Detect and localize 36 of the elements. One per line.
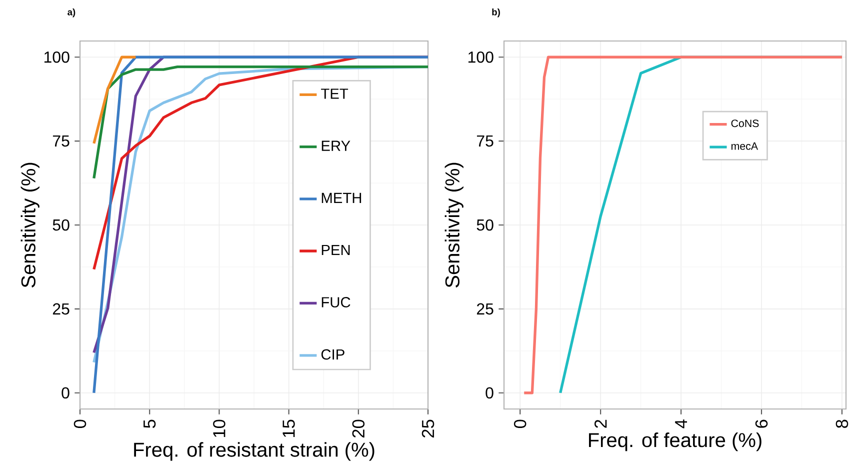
legend-label: FUC <box>322 297 350 308</box>
x-tick-label: 15 <box>282 420 295 438</box>
legend-label: CoNS <box>731 120 759 128</box>
legend-label: ERY <box>322 140 350 151</box>
x-axis-title: Freq. of resistant strain (%) <box>134 442 374 461</box>
y-tick-label: 100 <box>468 51 494 63</box>
x-tick-label: 20 <box>352 420 365 438</box>
x-tick-label: 5 <box>144 420 156 428</box>
legend-label: TET <box>321 88 348 99</box>
x-tick-label: 8 <box>836 420 848 428</box>
x-tick-label: 25 <box>422 420 434 438</box>
x-tick-label: 0 <box>74 420 86 428</box>
legend-label: METH <box>322 192 362 203</box>
x-tick-label: 10 <box>213 420 226 438</box>
y-tick-label: 50 <box>476 219 494 231</box>
legend-label: PEN <box>322 244 350 256</box>
y-axis-title: Sensitivity (%) <box>20 162 40 288</box>
chart-title: b) <box>492 8 500 18</box>
x-tick-label: 2 <box>594 420 607 428</box>
y-tick-label: 25 <box>52 303 70 315</box>
y-tick-label: 100 <box>44 51 70 63</box>
x-tick-label: 0 <box>514 420 526 428</box>
x-tick-label: 6 <box>755 420 768 428</box>
x-axis-title: Freq. of feature (%) <box>589 432 762 452</box>
line-series <box>92 66 428 180</box>
y-axis-title: Sensitivity (%) <box>444 162 464 288</box>
y-tick-label: 75 <box>52 135 70 147</box>
y-tick-label: 0 <box>62 387 70 399</box>
y-tick-label: 75 <box>476 135 494 147</box>
y-tick-label: 25 <box>476 303 494 315</box>
x-tick-label: 4 <box>675 420 687 428</box>
legend-label: CIP <box>321 349 344 360</box>
legend-label: mecA <box>731 142 758 150</box>
chart-title: a) <box>68 8 76 18</box>
y-tick-label: 50 <box>52 219 70 231</box>
y-tick-label: 0 <box>486 387 494 399</box>
